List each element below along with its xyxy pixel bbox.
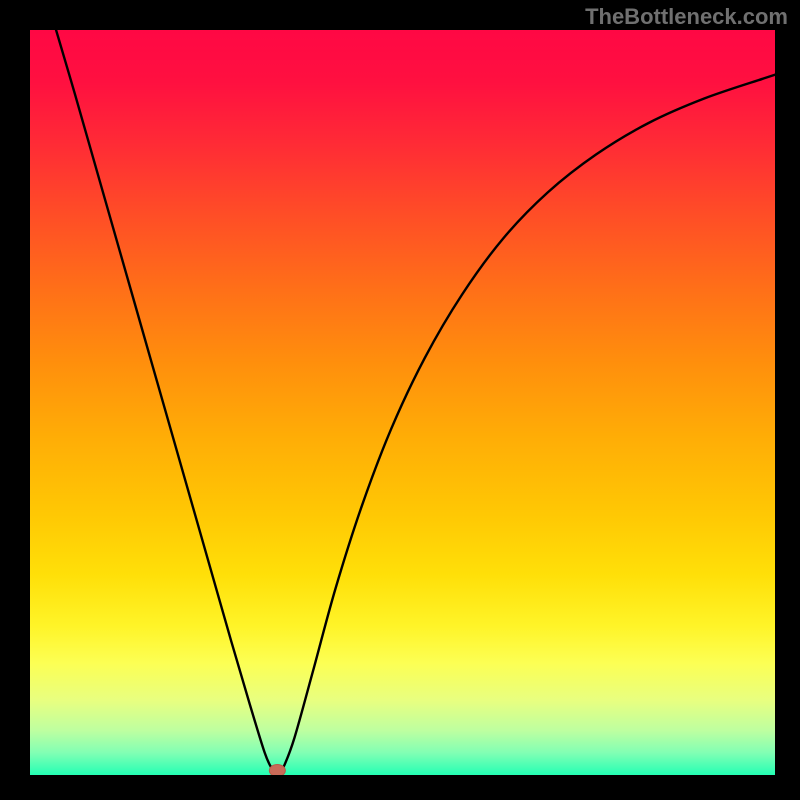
plot-area <box>30 30 775 775</box>
chart-root: TheBottleneck.com <box>0 0 800 800</box>
watermark-text: TheBottleneck.com <box>585 4 788 30</box>
target-marker <box>269 765 285 775</box>
